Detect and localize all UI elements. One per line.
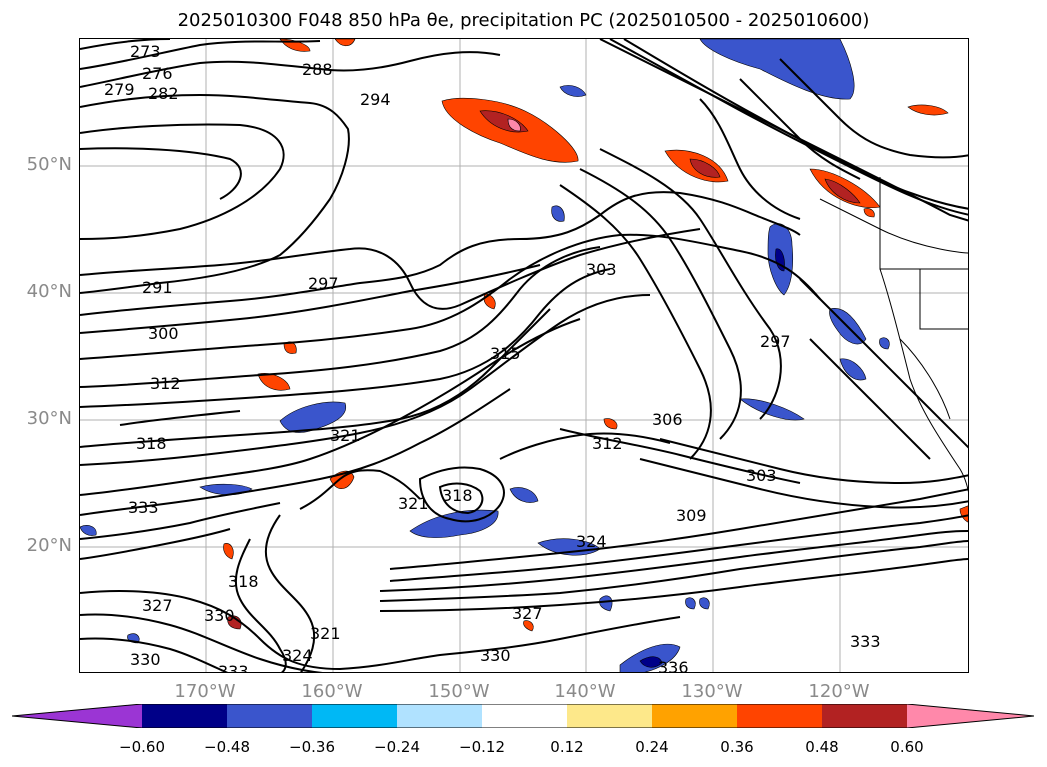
colorbar-swatch (567, 704, 652, 728)
contour-label: 291 (142, 278, 173, 297)
contour-label: 303 (586, 260, 617, 279)
colorbar-tick: 0.36 (720, 738, 754, 756)
contour-label: 294 (360, 90, 391, 109)
colorbar-tick: −0.36 (289, 738, 335, 756)
colorbar-tick: 0.12 (550, 738, 584, 756)
colorbar-swatch (397, 704, 482, 728)
contour-label: 321 (310, 624, 341, 643)
contour-label: 276 (142, 64, 173, 83)
contour-label: 273 (130, 42, 161, 61)
contour-label: 324 (282, 646, 313, 665)
colorbar-swatch (737, 704, 822, 728)
lon-label-150w: 150°W (428, 681, 490, 702)
colorbar-tick: 0.48 (805, 738, 839, 756)
lon-label-170w: 170°W (174, 681, 236, 702)
lat-label-40n: 40°N (26, 281, 72, 302)
lon-label-120w: 120°W (808, 681, 870, 702)
colorbar-swatch (482, 704, 567, 728)
map-canvas: 273 276 279 282 288 294 291 297 300 303 … (80, 39, 968, 673)
contour-label: 315 (490, 344, 521, 363)
colorbar-tick: 0.24 (635, 738, 669, 756)
contour-label: 330 (204, 606, 235, 625)
contour-label: 312 (592, 434, 623, 453)
precip-patches (80, 39, 968, 672)
theta-e-contours (80, 39, 968, 672)
contour-label: 309 (676, 506, 707, 525)
contour-label: 288 (302, 60, 333, 79)
colorbar-swatch (652, 704, 737, 728)
colorbar-tick: 0.60 (890, 738, 924, 756)
map-panel: 273 276 279 282 288 294 291 297 300 303 … (79, 38, 969, 673)
colorbar (12, 704, 1034, 728)
contour-label: 333 (850, 632, 881, 651)
colorbar-swatch (907, 704, 1034, 728)
contour-label-group: 273 276 279 282 288 294 291 297 300 303 … (104, 42, 881, 673)
contour-label: 333 (218, 662, 249, 673)
lat-label-30n: 30°N (26, 408, 72, 429)
contour-label: 297 (308, 274, 339, 293)
contour-label: 330 (130, 650, 161, 669)
colorbar-tick: −0.12 (459, 738, 505, 756)
colorbar-tick: −0.60 (119, 738, 165, 756)
contour-label: 318 (442, 486, 473, 505)
lat-label-20n: 20°N (26, 535, 72, 556)
lat-label-50n: 50°N (26, 154, 72, 175)
contour-label: 312 (150, 374, 181, 393)
contour-label: 300 (148, 324, 179, 343)
contour-label: 318 (228, 572, 259, 591)
contour-label: 330 (480, 646, 511, 665)
contour-label: 318 (136, 434, 167, 453)
colorbar-swatch (227, 704, 312, 728)
contour-label: 327 (142, 596, 173, 615)
contour-label: 336 (658, 658, 689, 673)
contour-label: 327 (512, 604, 543, 623)
lon-label-140w: 140°W (554, 681, 616, 702)
map-title: 2025010300 F048 850 hPa θe, precipitatio… (177, 10, 870, 31)
colorbar-swatch (142, 704, 227, 728)
contour-label: 324 (576, 532, 607, 551)
colorbar-tick: −0.24 (374, 738, 420, 756)
lon-label-160w: 160°W (301, 681, 363, 702)
contour-label: 303 (746, 466, 777, 485)
coastlines (819, 177, 968, 492)
colorbar-swatch (312, 704, 397, 728)
contour-label: 282 (148, 84, 179, 103)
colorbar-tick: −0.48 (204, 738, 250, 756)
contour-label: 321 (398, 494, 429, 513)
colorbar-swatch (822, 704, 907, 728)
lon-label-130w: 130°W (681, 681, 743, 702)
contour-label: 279 (104, 80, 135, 99)
contour-label: 321 (330, 426, 361, 445)
contour-label: 333 (128, 498, 159, 517)
colorbar-swatch (12, 704, 142, 728)
contour-label: 306 (652, 410, 683, 429)
contour-label: 297 (760, 332, 791, 351)
